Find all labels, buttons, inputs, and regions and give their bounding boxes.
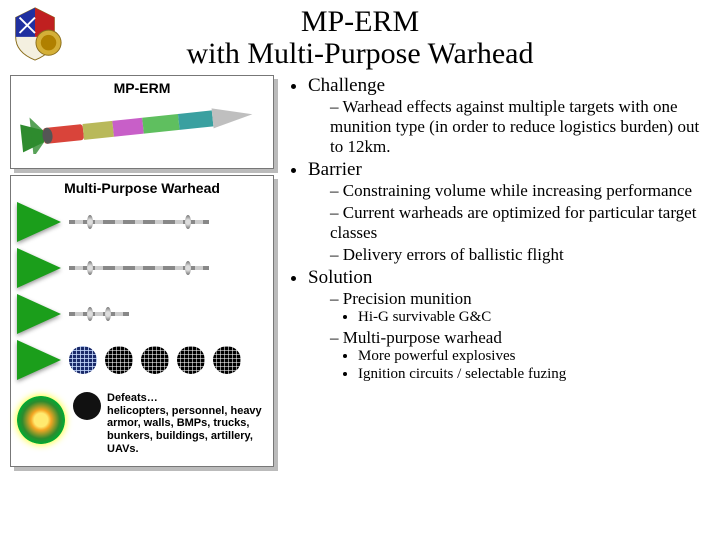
fragment-sphere-icon	[213, 346, 241, 374]
panel-warhead-label: Multi-Purpose Warhead	[17, 180, 267, 196]
panel-mp-erm: MP-ERM	[10, 75, 274, 169]
warhead-burst-icon	[17, 396, 65, 444]
defeats-body: helicopters, personnel, heavy armor, wal…	[107, 405, 262, 455]
left-column: MP-ERM Multi-Purpose Warhead	[10, 75, 274, 467]
warhead-variant-row	[17, 392, 101, 448]
bullet-sub: Precision munitionHi-G survivable G&C	[330, 289, 708, 326]
warhead-rod-icon	[69, 220, 209, 224]
bullet-top: SolutionPrecision munitionHi-G survivabl…	[308, 267, 708, 383]
fragment-sphere-icon	[69, 346, 97, 374]
panel-multi-purpose-warhead: Multi-Purpose Warhead	[10, 175, 274, 467]
page-title: MP-ERMwith Multi-Purpose Warhead	[0, 0, 720, 69]
bullet-top: ChallengeWarhead effects against multipl…	[308, 75, 708, 157]
rocket-illustration	[17, 98, 263, 154]
warhead-rod-icon	[69, 312, 129, 316]
bullet-top: BarrierConstraining volume while increas…	[308, 159, 708, 265]
bullet-sub: Constraining volume while increasing per…	[330, 181, 708, 201]
bullet-sub: Delivery errors of ballistic flight	[330, 245, 708, 265]
bullet-sub: Current warheads are optimized for parti…	[330, 203, 708, 243]
panel-mp-erm-label: MP-ERM	[17, 80, 267, 96]
fragment-sphere-icon	[177, 346, 205, 374]
warhead-variant-row	[17, 248, 209, 288]
warhead-variant-row	[17, 294, 129, 334]
bullet-subsub: More powerful explosives	[358, 348, 708, 365]
bullet-sub: Multi-purpose warheadMore powerful explo…	[330, 328, 708, 383]
crest-icon	[6, 4, 64, 62]
warhead-cone-icon	[17, 294, 61, 334]
warhead-cone-icon	[17, 340, 61, 380]
fragment-sphere-icon	[141, 346, 169, 374]
defeats-text: Defeats… helicopters, personnel, heavy a…	[107, 392, 263, 455]
warhead-variant-row	[17, 202, 209, 242]
bullet-sub: Warhead effects against multiple targets…	[330, 97, 708, 157]
bullet-subsub: Ignition circuits / selectable fuzing	[358, 366, 708, 383]
warhead-cone-icon	[17, 202, 61, 242]
warhead-rod-icon	[69, 266, 209, 270]
fragment-sphere-icon	[105, 346, 133, 374]
fragment-sphere-icon	[73, 392, 101, 420]
bullet-list: ChallengeWarhead effects against multipl…	[284, 75, 708, 383]
warhead-cone-icon	[17, 248, 61, 288]
right-column: ChallengeWarhead effects against multipl…	[284, 75, 708, 467]
bullet-subsub: Hi-G survivable G&C	[358, 309, 708, 326]
defeats-heading: Defeats…	[107, 392, 158, 404]
warhead-variant-row	[17, 340, 241, 380]
